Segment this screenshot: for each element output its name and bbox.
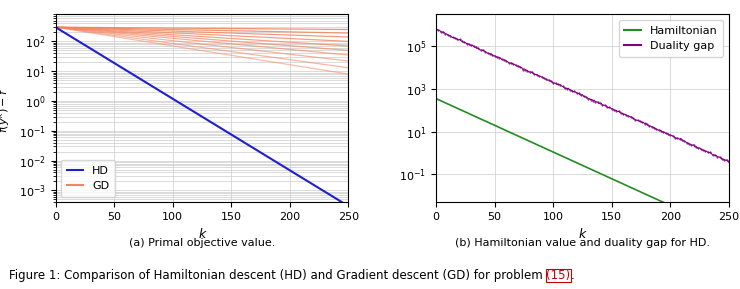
Text: Figure 1: Comparison of Hamiltonian descent (HD) and Gradient descent (GD) for p: Figure 1: Comparison of Hamiltonian desc… bbox=[9, 269, 546, 282]
X-axis label: k: k bbox=[579, 227, 586, 240]
X-axis label: k: k bbox=[198, 227, 206, 240]
Text: (a) Primal objective value.: (a) Primal objective value. bbox=[129, 238, 275, 249]
Legend: Hamiltonian, Duality gap: Hamiltonian, Duality gap bbox=[619, 20, 723, 57]
Y-axis label: $f(y^k) - f^*$: $f(y^k) - f^*$ bbox=[0, 84, 13, 133]
Text: .: . bbox=[571, 269, 574, 282]
Text: (b) Hamiltonian value and duality gap for HD.: (b) Hamiltonian value and duality gap fo… bbox=[455, 238, 710, 249]
Legend: HD, GD: HD, GD bbox=[61, 160, 115, 197]
Text: (15): (15) bbox=[546, 269, 571, 282]
